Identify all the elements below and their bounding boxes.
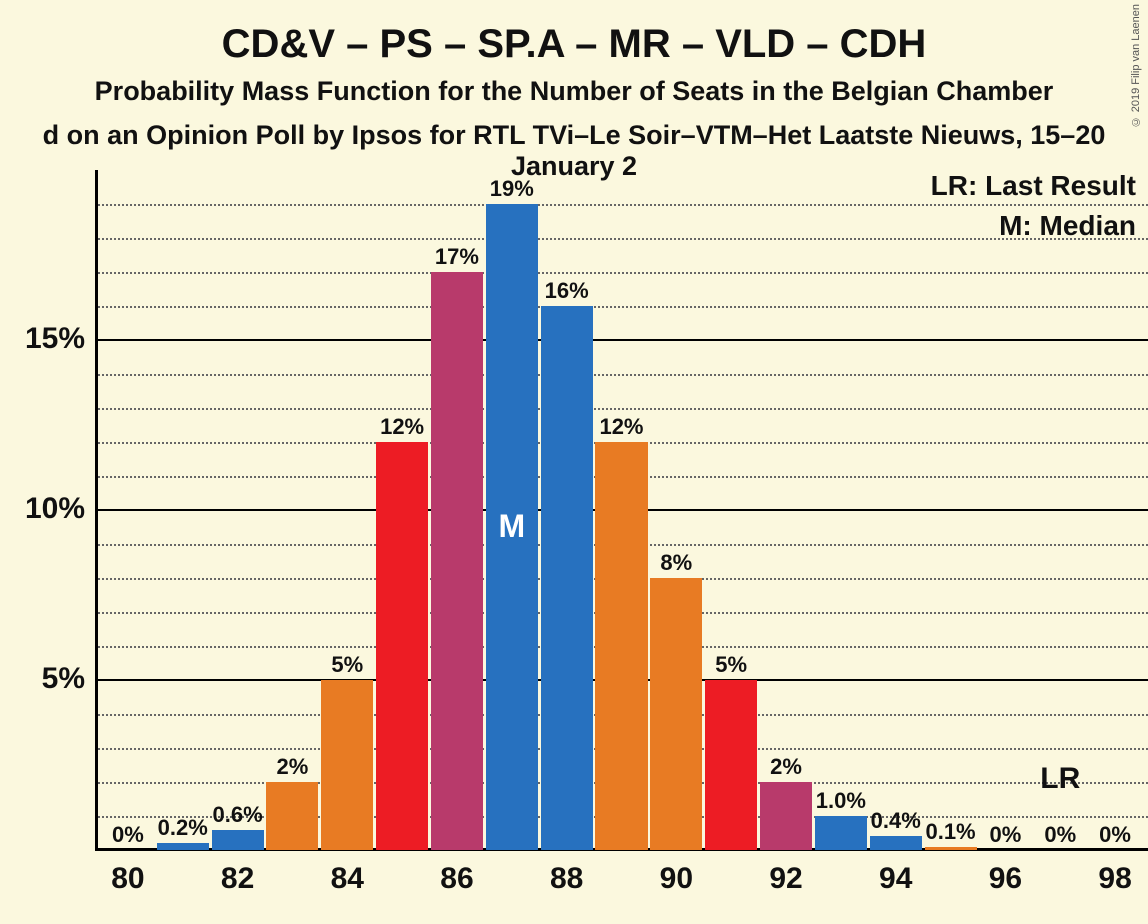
gridline-minor — [95, 306, 1148, 308]
bar-value-label: 0% — [1079, 822, 1148, 848]
xtick-label: 98 — [1085, 862, 1145, 896]
xtick-label: 96 — [975, 862, 1035, 896]
bar — [431, 272, 483, 850]
xtick-label: 86 — [427, 862, 487, 896]
legend-last-result: LR: Last Result — [931, 170, 1136, 202]
bar-value-label: 2% — [750, 754, 822, 780]
ytick-label: 15% — [5, 322, 85, 356]
xtick-label: 84 — [317, 862, 377, 896]
median-marker: M — [486, 508, 538, 545]
xtick-label: 92 — [756, 862, 816, 896]
bar — [376, 442, 428, 850]
bar — [321, 680, 373, 850]
xtick-label: 90 — [646, 862, 706, 896]
plot-area: LR: Last Result M: Median 5%10%15%0%0.2%… — [95, 170, 1148, 850]
gridline-minor — [95, 238, 1148, 240]
chart-subtitle-1: Probability Mass Function for the Number… — [0, 76, 1148, 107]
xtick-label: 94 — [866, 862, 926, 896]
bar — [212, 830, 264, 850]
gridline-minor — [95, 204, 1148, 206]
bar — [157, 843, 209, 850]
gridline-minor — [95, 374, 1148, 376]
ytick-label: 5% — [5, 662, 85, 696]
bar-value-label: 16% — [531, 278, 603, 304]
bar-value-label: 5% — [695, 652, 767, 678]
xtick-label: 88 — [537, 862, 597, 896]
bar — [595, 442, 647, 850]
chart-canvas: © 2019 Filip van Laenen CD&V – PS – SP.A… — [0, 0, 1148, 924]
gridline-minor — [95, 272, 1148, 274]
y-axis — [95, 170, 98, 850]
bar-value-label: 12% — [585, 414, 657, 440]
bar-value-label: 17% — [421, 244, 493, 270]
bar — [541, 306, 593, 850]
bar-value-label: 12% — [366, 414, 438, 440]
chart-title: CD&V – PS – SP.A – MR – VLD – CDH — [0, 22, 1148, 67]
xtick-label: 82 — [208, 862, 268, 896]
bar-value-label: 5% — [311, 652, 383, 678]
bar — [650, 578, 702, 850]
ytick-label: 10% — [5, 492, 85, 526]
last-result-marker: LR — [1030, 762, 1090, 796]
xtick-label: 80 — [98, 862, 158, 896]
bar-value-label: 19% — [476, 176, 548, 202]
gridline-major — [95, 339, 1148, 341]
bar-value-label: 8% — [640, 550, 712, 576]
gridline-minor — [95, 408, 1148, 410]
bar-value-label: 2% — [256, 754, 328, 780]
bar-value-label: 0.6% — [202, 802, 274, 828]
bar — [266, 782, 318, 850]
